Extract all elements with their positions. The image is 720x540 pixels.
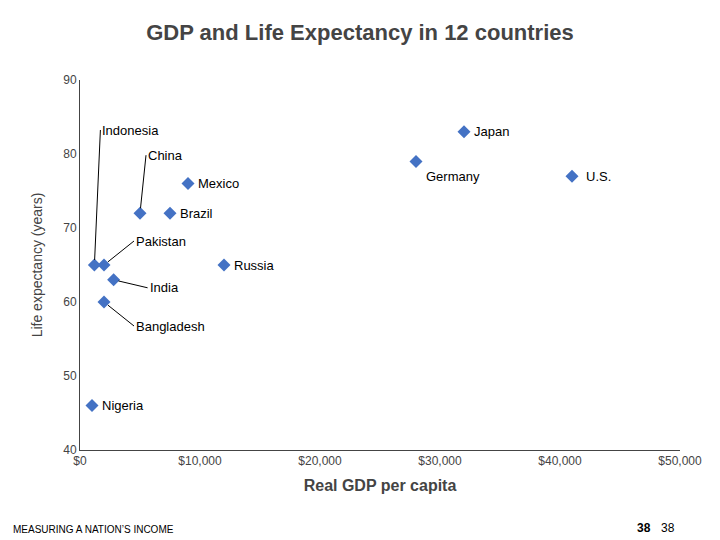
svg-text:Indonesia: Indonesia xyxy=(102,123,159,138)
svg-text:90: 90 xyxy=(63,73,77,87)
svg-text:Pakistan: Pakistan xyxy=(136,234,186,249)
svg-text:Brazil: Brazil xyxy=(180,206,213,221)
svg-text:38: 38 xyxy=(637,521,651,535)
svg-text:Life expectancy (years): Life expectancy (years) xyxy=(29,193,45,338)
svg-text:80: 80 xyxy=(63,147,77,161)
svg-text:Germany: Germany xyxy=(426,169,480,184)
svg-text:50: 50 xyxy=(63,369,77,383)
svg-text:Bangladesh: Bangladesh xyxy=(136,319,205,334)
svg-text:$0: $0 xyxy=(73,454,87,468)
svg-text:GDP and Life Expectancy in 12: GDP and Life Expectancy in 12 countries xyxy=(146,20,574,45)
svg-text:$40,000: $40,000 xyxy=(538,454,582,468)
svg-text:U.S.: U.S. xyxy=(586,169,611,184)
svg-text:40: 40 xyxy=(63,443,77,457)
svg-text:$30,000: $30,000 xyxy=(418,454,462,468)
svg-text:Mexico: Mexico xyxy=(198,176,239,191)
svg-text:38: 38 xyxy=(661,521,675,535)
svg-text:China: China xyxy=(148,148,183,163)
svg-text:India: India xyxy=(150,280,179,295)
svg-text:MEASURING A NATION’S INCOME: MEASURING A NATION’S INCOME xyxy=(13,524,174,535)
svg-text:Real GDP per capita: Real GDP per capita xyxy=(304,477,457,494)
svg-text:Nigeria: Nigeria xyxy=(102,398,144,413)
svg-text:Russia: Russia xyxy=(234,258,275,273)
svg-text:Japan: Japan xyxy=(474,124,509,139)
svg-text:60: 60 xyxy=(63,295,77,309)
svg-text:70: 70 xyxy=(63,221,77,235)
svg-text:$20,000: $20,000 xyxy=(298,454,342,468)
svg-text:$10,000: $10,000 xyxy=(178,454,222,468)
svg-text:$50,000: $50,000 xyxy=(658,454,702,468)
